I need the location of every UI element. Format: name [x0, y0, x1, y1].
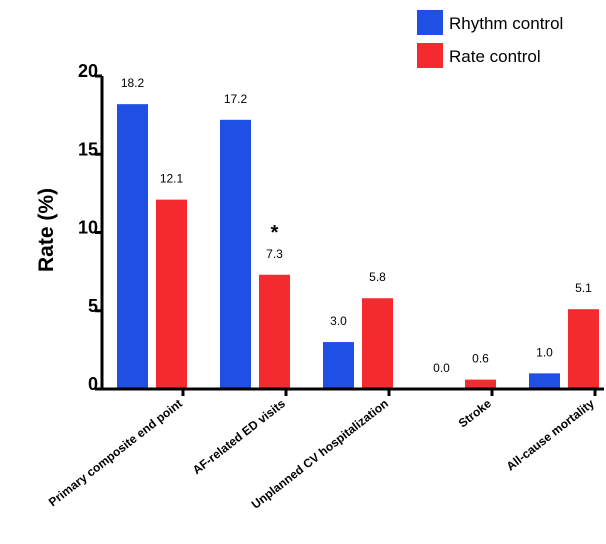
data-label: 0.0 — [433, 361, 450, 375]
legend-label-rhythm-control: Rhythm control — [449, 14, 563, 33]
legend-swatch-rhythm-control — [417, 10, 443, 35]
bar — [323, 342, 354, 389]
x-axis: Primary composite end point AF-related ED… — [46, 387, 604, 512]
bar — [529, 373, 560, 389]
bar — [156, 199, 187, 389]
significance-marker: * — [271, 222, 279, 244]
legend-swatch-rate-control — [417, 43, 443, 68]
data-label: 1.0 — [536, 345, 553, 359]
data-label: 18.2 — [121, 76, 145, 90]
x-tick-label: Primary composite end point — [46, 396, 185, 509]
y-tick-label: 15 — [78, 139, 98, 159]
y-tick-label: 20 — [78, 61, 98, 81]
y-tick-label: 5 — [88, 296, 98, 316]
y-tick-label: 0 — [88, 374, 98, 394]
data-label: 0.6 — [472, 352, 489, 366]
data-label: 12.1 — [160, 172, 184, 186]
data-label: 7.3 — [266, 247, 283, 261]
bar — [362, 298, 393, 389]
data-label: 5.1 — [575, 281, 592, 295]
legend: Rhythm control Rate control — [417, 10, 563, 68]
bar — [259, 274, 290, 389]
x-tick-label: AF-related ED visits — [190, 396, 288, 477]
bar — [568, 309, 599, 389]
bar — [220, 119, 251, 389]
bars: 18.2 12.1 17.2 7.3 3.0 5.8 0.0 0.6 1.0 5.1 * — [117, 76, 599, 390]
x-tick-label: All-cause mortality — [504, 396, 597, 473]
y-axis: 0 5 10 15 20 — [78, 61, 104, 394]
data-label: 3.0 — [330, 314, 347, 328]
y-tick-label: 10 — [78, 218, 98, 238]
bar — [465, 379, 496, 389]
data-label: 5.8 — [369, 270, 386, 284]
y-axis-label: Rate (%) — [35, 188, 58, 272]
data-label: 17.2 — [224, 92, 248, 106]
x-tick-label: Stroke — [456, 396, 494, 430]
legend-label-rate-control: Rate control — [449, 47, 541, 66]
bar — [117, 104, 148, 390]
